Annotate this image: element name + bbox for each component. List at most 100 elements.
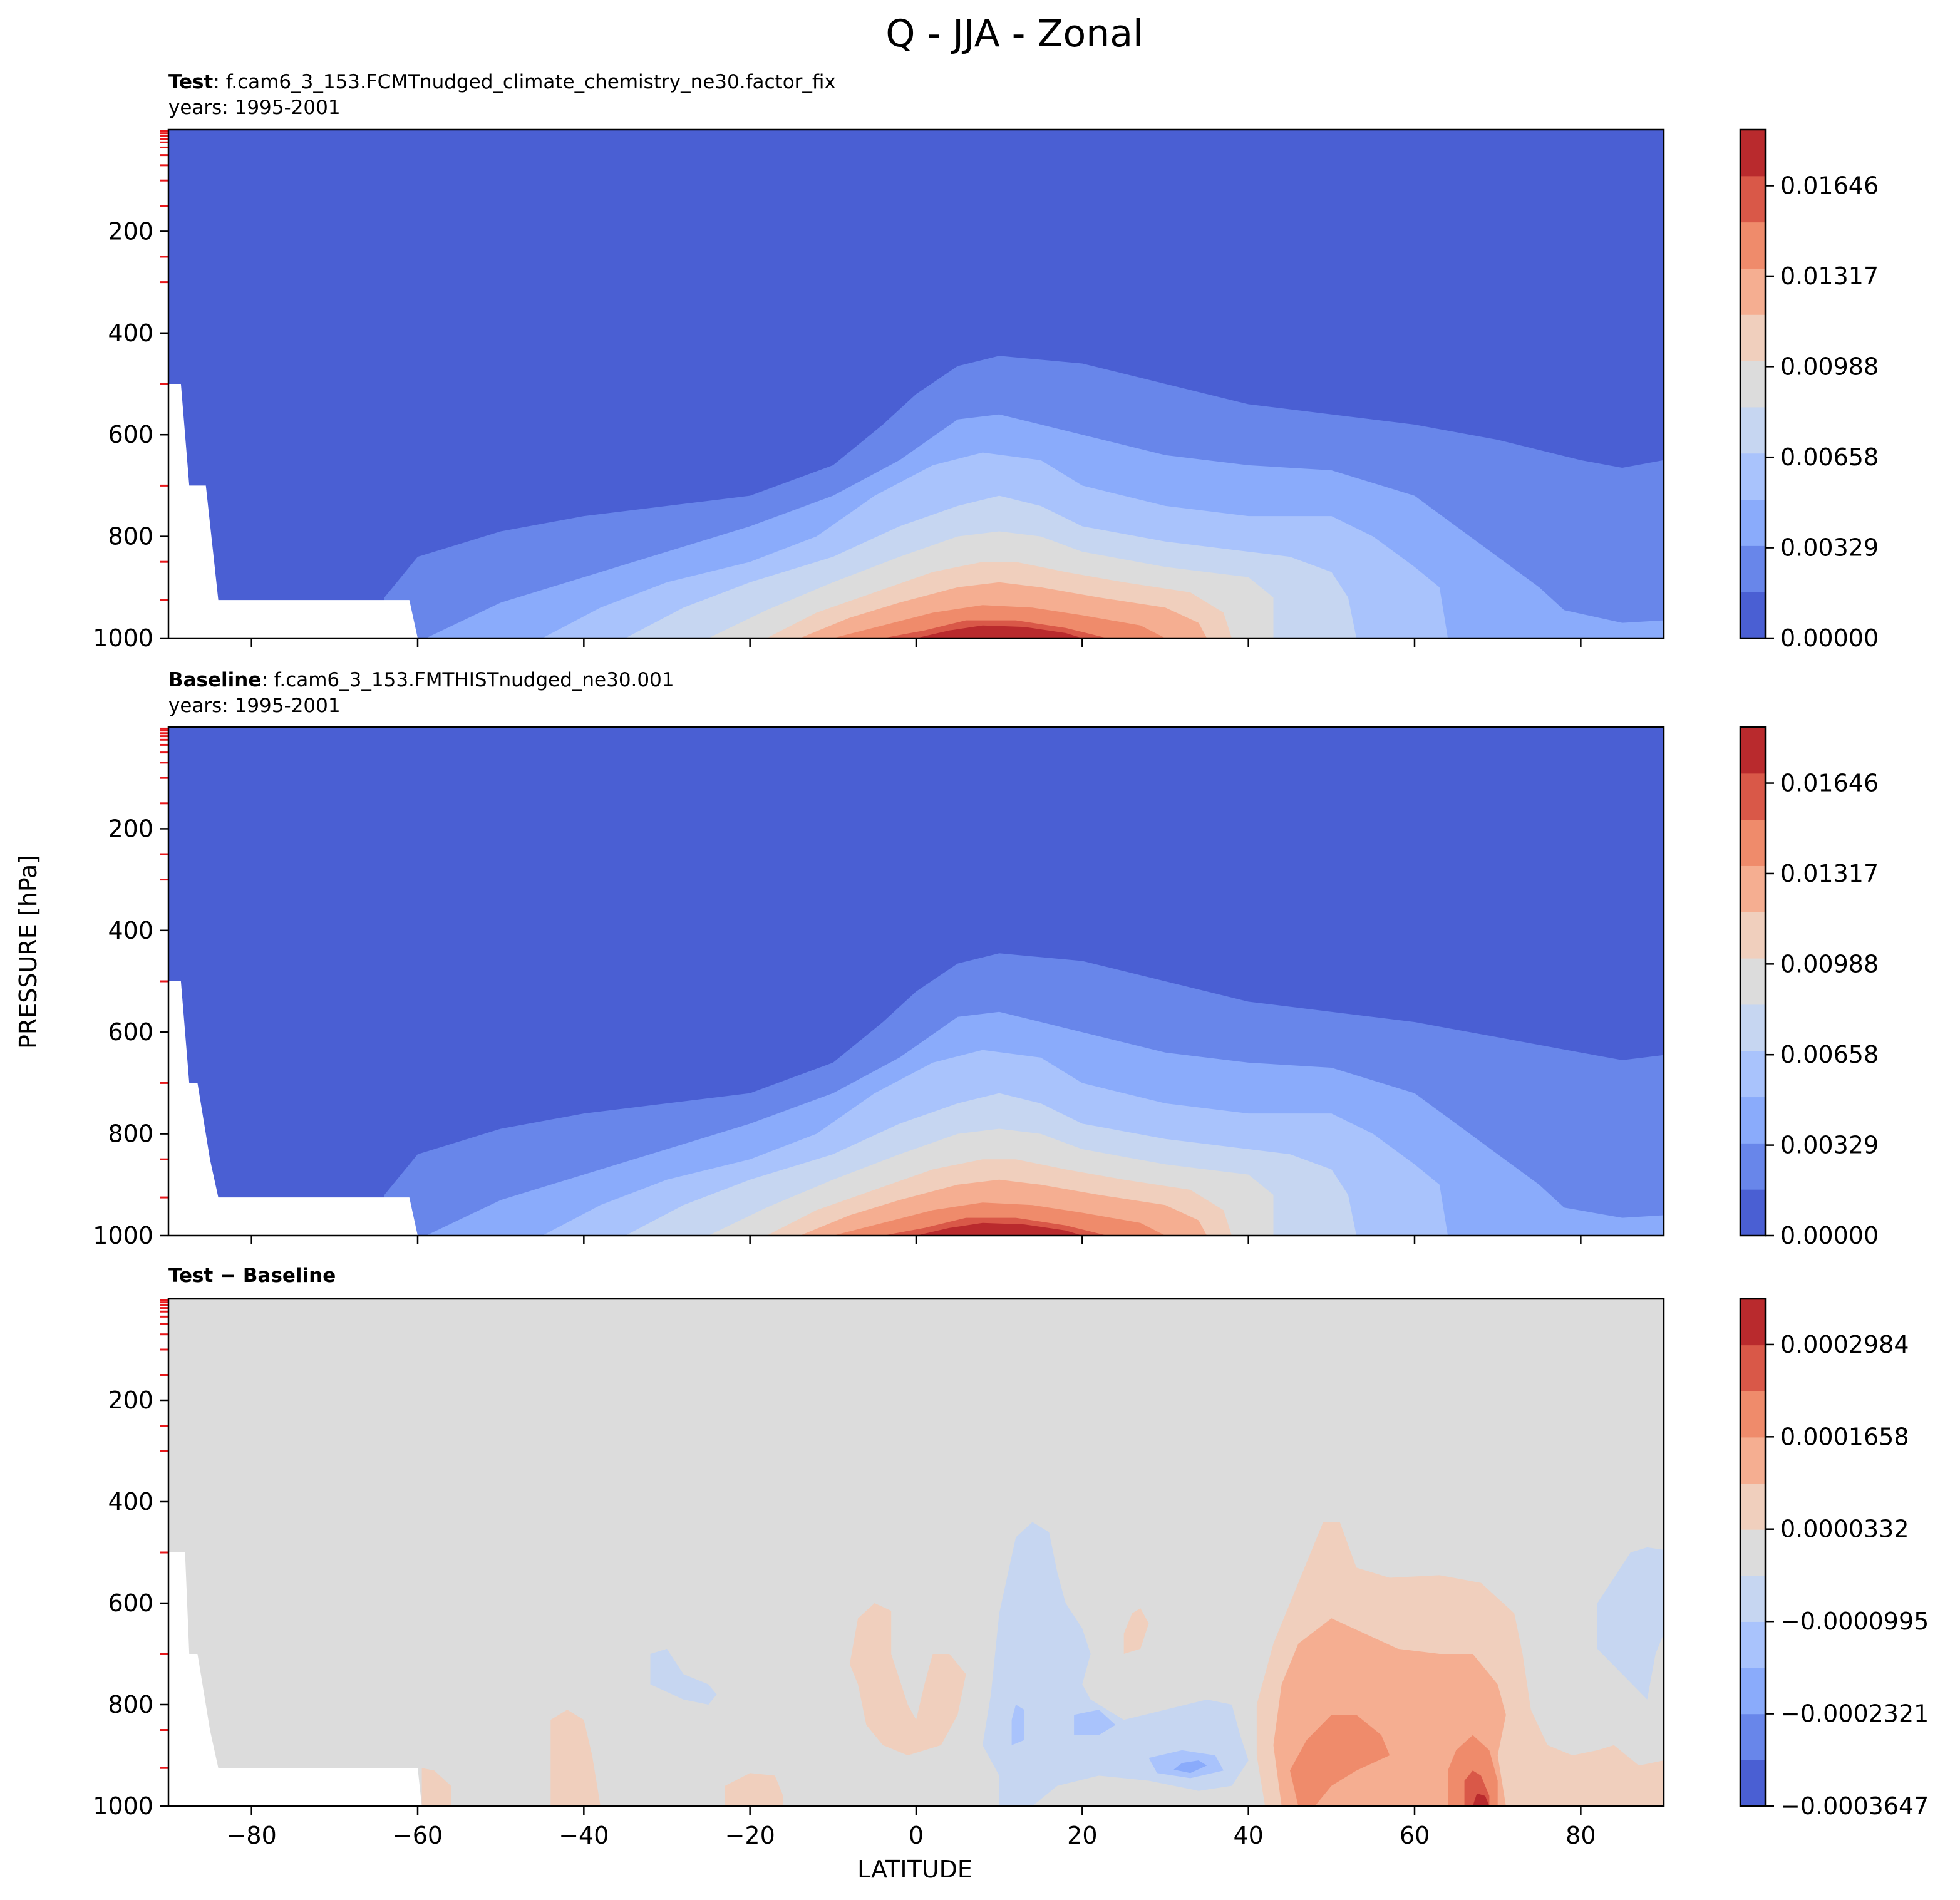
test-colorbar-segment — [1740, 592, 1765, 639]
difference-colorbar-label: −0.0000995 — [1780, 1608, 1929, 1635]
panel-test-label-bold: Test — [168, 71, 214, 93]
difference-ytick-label: 1000 — [93, 1792, 153, 1820]
difference-colorbar-segment — [1740, 1668, 1765, 1715]
difference-missing-data-region — [168, 1552, 422, 1806]
difference-colorbar-label: 0.0002984 — [1780, 1331, 1909, 1358]
panel-difference-label-minus: − — [213, 1264, 243, 1287]
difference-xtick-label: −60 — [393, 1822, 443, 1849]
difference-contour-level-8 — [1290, 1715, 1390, 1806]
difference-contour-level-6 — [421, 1768, 451, 1806]
test-colorbar-label: 0.00000 — [1780, 624, 1879, 652]
test-ytick-label: 200 — [108, 217, 153, 245]
baseline-colorbar-label: 0.01317 — [1780, 860, 1879, 887]
panel-difference-label: Test − Baseline — [168, 1264, 336, 1287]
difference-xtick-label: 20 — [1067, 1822, 1097, 1849]
baseline-ytick-label: 1000 — [93, 1222, 153, 1249]
difference-colorbar-label: −0.0003647 — [1780, 1792, 1929, 1820]
panel-difference-label-baseline: Baseline — [243, 1264, 336, 1287]
difference-contour-level-4 — [650, 1648, 717, 1705]
difference-colorbar-label: 0.0000332 — [1780, 1515, 1909, 1543]
test-colorbar-label: 0.00329 — [1780, 534, 1879, 562]
panel-baseline-label-case: : f.cam6_3_153.FMTHISTnudged_ne30.001 — [261, 669, 674, 691]
baseline-colorbar-segment — [1740, 1189, 1765, 1236]
baseline-colorbar-label: 0.00000 — [1780, 1222, 1879, 1249]
difference-colorbar-segment — [1740, 1621, 1765, 1668]
test-colorbar-segment — [1740, 175, 1765, 223]
difference-colorbar-segment — [1740, 1760, 1765, 1807]
difference-ytick-label: 400 — [108, 1488, 153, 1515]
panel-difference-label-test: Test — [168, 1264, 214, 1287]
baseline-colorbar-segment — [1740, 865, 1765, 912]
test-colorbar-label: 0.01646 — [1780, 172, 1879, 200]
panel-baseline: Baseline: f.cam6_3_153.FMTHISTnudged_ne3… — [93, 669, 1879, 1249]
panel-test-label: Test: f.cam6_3_153.FCMTnudged_climate_ch… — [168, 71, 836, 93]
difference-colorbar-segment — [1740, 1483, 1765, 1530]
difference-contour-level-10 — [1472, 1793, 1490, 1806]
panel-baseline-colorbar: 0.01646 0.01317 0.00988 0.00658 0.00329 0.000… — [1739, 726, 1879, 1249]
difference-colorbar-segment — [1740, 1529, 1765, 1576]
difference-ytick-label: 600 — [108, 1589, 153, 1617]
test-colorbar-label: 0.01317 — [1780, 262, 1879, 290]
difference-xtick-label: −80 — [227, 1822, 277, 1849]
test-colorbar-label: 0.00988 — [1780, 353, 1879, 380]
test-ytick-label: 1000 — [93, 624, 153, 652]
panel-test-colorbar: 0.01646 0.01317 0.00988 0.00658 0.00329 0.000… — [1739, 128, 1879, 652]
difference-ytick-label: 200 — [108, 1386, 153, 1414]
difference-contour-level-2 — [1173, 1760, 1207, 1774]
difference-colorbar-segment — [1740, 1713, 1765, 1760]
baseline-colorbar-label: 0.00988 — [1780, 950, 1879, 978]
difference-contour-level-6 — [1123, 1608, 1149, 1654]
panel-test-plot: 200 400 600 800 1000 — [93, 128, 1665, 652]
baseline-contour-level-10 — [916, 1222, 1083, 1236]
baseline-colorbar-segment — [1740, 1143, 1765, 1190]
panel-baseline-plot: 200 400 600 800 1000 — [93, 726, 1665, 1249]
baseline-ytick-label: 800 — [108, 1120, 153, 1148]
difference-colorbar-segment — [1740, 1299, 1765, 1346]
test-colorbar-segment — [1740, 268, 1765, 315]
panel-baseline-label: Baseline: f.cam6_3_153.FMTHISTnudged_ne3… — [168, 669, 674, 691]
difference-contour-level-4 — [983, 1522, 1249, 1806]
test-colorbar-segment — [1740, 361, 1765, 408]
difference-contour-level-6 — [550, 1710, 601, 1806]
baseline-ytick-label: 600 — [108, 1018, 153, 1046]
test-colorbar-segment — [1740, 130, 1765, 177]
panel-test: Test: f.cam6_3_153.FCMTnudged_climate_ch… — [93, 71, 1879, 652]
test-colorbar-segment — [1740, 222, 1765, 269]
baseline-missing-data-region — [168, 981, 418, 1236]
test-ytick-label: 800 — [108, 523, 153, 550]
difference-colorbar-segment — [1740, 1345, 1765, 1391]
difference-colorbar-segment — [1740, 1575, 1765, 1622]
baseline-colorbar-segment — [1740, 773, 1765, 820]
difference-xtick-label: −20 — [725, 1822, 775, 1849]
difference-xtick-label: 60 — [1400, 1822, 1430, 1849]
panel-difference-plot: 200 400 600 800 1000 −80 −60 −40 −20 0 20 40 60 80 — [93, 1298, 1665, 1849]
baseline-colorbar-label: 0.00329 — [1780, 1132, 1879, 1159]
figure-title: Q - JJA - Zonal — [885, 12, 1143, 56]
difference-contour-level-3 — [1011, 1705, 1024, 1745]
baseline-ytick-label: 200 — [108, 815, 153, 842]
test-contour-level-10 — [916, 625, 1083, 638]
test-colorbar-segment — [1740, 453, 1765, 500]
test-colorbar-segment — [1740, 406, 1765, 454]
baseline-colorbar-segment — [1740, 819, 1765, 866]
difference-contour-level-4 — [1597, 1547, 1664, 1700]
baseline-colorbar-frame — [1739, 726, 1767, 1237]
test-contour-area — [168, 130, 1664, 638]
y-axis-label: PRESSURE [hPa] — [14, 855, 42, 1049]
panel-baseline-years: years: 1995-2001 — [168, 694, 341, 717]
baseline-colorbar-segment — [1740, 727, 1765, 774]
difference-ytick-label: 800 — [108, 1691, 153, 1718]
panel-difference-colorbar: 0.0002984 0.0001658 0.0000332 −0.0000995 −0.… — [1739, 1298, 1929, 1820]
difference-colorbar-segment — [1740, 1437, 1765, 1484]
panel-test-years: years: 1995-2001 — [168, 96, 341, 119]
baseline-colorbar-segment — [1740, 1097, 1765, 1144]
difference-xtick-label: −40 — [559, 1822, 609, 1849]
difference-contour-area — [168, 1299, 1664, 1806]
test-colorbar-segment — [1740, 314, 1765, 361]
difference-contour-level-6 — [725, 1773, 783, 1806]
difference-contour-level-6 — [849, 1603, 966, 1755]
test-ytick-label: 400 — [108, 319, 153, 347]
baseline-colorbar-label: 0.01646 — [1780, 770, 1879, 797]
